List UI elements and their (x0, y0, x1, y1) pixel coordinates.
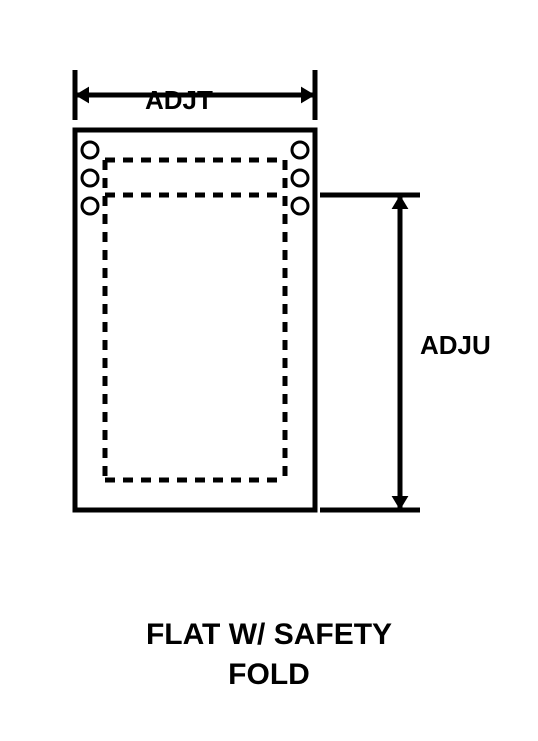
caption-line2: FOLD (0, 658, 538, 692)
holes-left (82, 142, 98, 214)
right-dimension (320, 195, 420, 510)
caption-line1: FLAT W/ SAFETY (0, 618, 538, 652)
envelope-outline (75, 130, 315, 510)
diagram-container: ADJT ADJU FLAT W/ SAFETY FOLD (0, 0, 538, 736)
adjt-label: ADJT (145, 85, 213, 116)
holes-right (292, 142, 308, 214)
fold-lines (105, 160, 285, 480)
adju-label: ADJU (420, 330, 491, 361)
